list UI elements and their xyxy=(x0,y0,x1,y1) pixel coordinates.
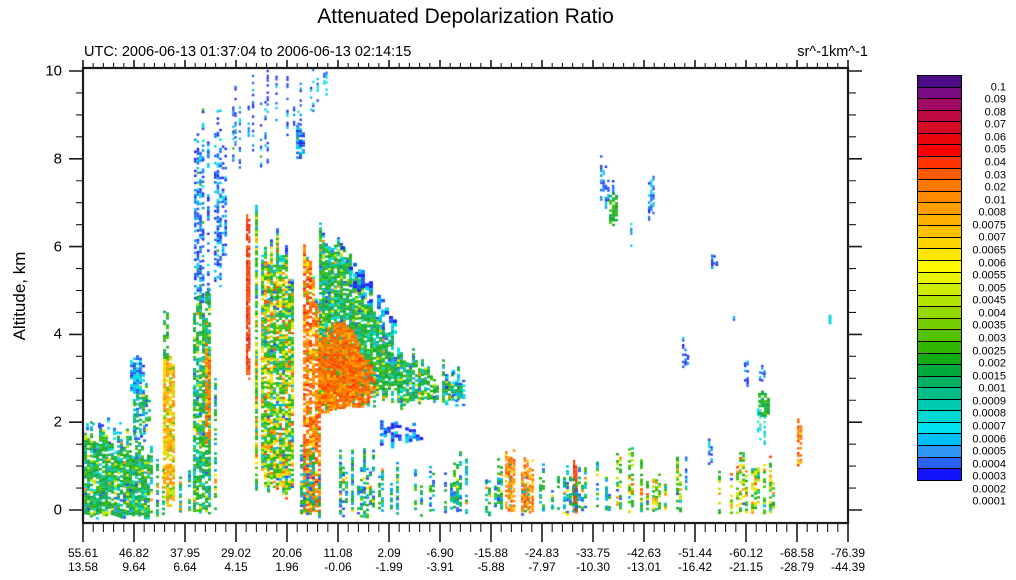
colorbar-label: 0.09 xyxy=(984,93,1006,106)
x-tick-lat: 29.02 xyxy=(220,546,252,560)
x-tick-lat: -15.88 xyxy=(473,546,509,560)
colorbar-label: 0.005 xyxy=(978,282,1006,295)
x-tick-lat: 2.09 xyxy=(377,546,401,560)
x-tick-label: -76.39 -44.39 xyxy=(830,546,866,574)
x-tick-label: -68.58 -28.79 xyxy=(779,546,815,574)
colorbar-label: 0.02 xyxy=(984,181,1006,194)
colorbar-label: 0.001 xyxy=(978,382,1006,395)
y-tick-label: 6 xyxy=(53,238,62,256)
colorbar-label: 0.0075 xyxy=(972,219,1006,232)
colorbar-label: 0.008 xyxy=(978,206,1006,219)
colorbar-label: 0.08 xyxy=(984,106,1006,119)
x-tick-label: -51.44 -16.42 xyxy=(677,546,713,574)
x-tick-lat: -24.83 xyxy=(524,546,560,560)
x-tick-lon: -7.97 xyxy=(528,559,556,574)
colorbar-label: 0.0035 xyxy=(972,319,1006,332)
colorbar-label: 0.0065 xyxy=(972,244,1006,257)
colorbar-label: 0.0025 xyxy=(972,345,1006,358)
colorbar-label: 0.002 xyxy=(978,357,1006,370)
x-tick-lon: -28.79 xyxy=(779,559,815,574)
x-tick-lat: -51.44 xyxy=(677,546,713,560)
colorbar-label: 0.04 xyxy=(984,156,1006,169)
colorbar-label: 0.0055 xyxy=(972,269,1006,282)
chart-title: Attenuated Depolarization Ratio xyxy=(317,5,614,28)
x-tick-lon: -0.06 xyxy=(324,559,352,574)
colorbar-label: 0.05 xyxy=(984,143,1006,156)
colorbar-label: 0.0008 xyxy=(972,407,1006,420)
colorbar-label: 0.1 xyxy=(990,81,1006,94)
y-tick-label: 0 xyxy=(53,501,62,519)
x-tick-label: 37.95 6.64 xyxy=(169,546,201,574)
x-tick-lat: 37.95 xyxy=(169,546,201,560)
x-tick-lon: -3.91 xyxy=(426,559,454,574)
x-tick-lat: 55.61 xyxy=(67,546,99,560)
x-tick-label: 29.02 4.15 xyxy=(220,546,252,574)
x-tick-label: 11.08 -0.06 xyxy=(323,546,353,574)
x-tick-lon: 1.96 xyxy=(275,559,299,574)
plot-canvas xyxy=(83,68,848,523)
colorbar-label: 0.0001 xyxy=(972,495,1006,508)
colorbar-label: 0.0015 xyxy=(972,370,1006,383)
x-tick-lon: 9.64 xyxy=(122,559,146,574)
colorbar-label: 0.003 xyxy=(978,332,1006,345)
x-tick-label: -24.83 -7.97 xyxy=(524,546,560,574)
subtitle-row: UTC: 2006-06-13 01:37:04 to 2006-06-13 0… xyxy=(84,44,868,60)
x-tick-lon: -13.01 xyxy=(626,559,662,574)
y-tick-label: 8 xyxy=(53,150,62,168)
colorbar-label: 0.0009 xyxy=(972,395,1006,408)
x-tick-label: 46.82 9.64 xyxy=(118,546,150,574)
x-tick-lat: -6.90 xyxy=(426,546,454,560)
colorbar xyxy=(917,75,962,481)
x-tick-lon: -10.30 xyxy=(575,559,611,574)
time-range-label: UTC: 2006-06-13 01:37:04 to 2006-06-13 0… xyxy=(84,44,412,60)
x-tick-label: 2.09 -1.99 xyxy=(375,546,403,574)
x-tick-lon: -21.15 xyxy=(728,559,764,574)
colorbar-label: 0.0006 xyxy=(972,433,1006,446)
colorbar-label: 0.06 xyxy=(984,131,1006,144)
x-tick-lon: 4.15 xyxy=(224,559,248,574)
x-tick-lon: -16.42 xyxy=(677,559,713,574)
colorbar-label: 0.004 xyxy=(978,307,1006,320)
colorbar-label: 0.0007 xyxy=(972,420,1006,433)
colorbar-label: 0.0004 xyxy=(972,458,1006,471)
x-tick-label: -60.12 -21.15 xyxy=(728,546,764,574)
x-tick-label: 55.61 13.58 xyxy=(67,546,99,574)
x-tick-lon: 6.64 xyxy=(173,559,197,574)
x-tick-lat: -33.75 xyxy=(575,546,611,560)
x-tick-lat: -60.12 xyxy=(728,546,764,560)
units-label: sr^-1km^-1 xyxy=(797,44,868,60)
colorbar-label: 0.03 xyxy=(984,169,1006,182)
colorbar-label: 0.0003 xyxy=(972,470,1006,483)
x-tick-label: -33.75 -10.30 xyxy=(575,546,611,574)
x-tick-lon: 13.58 xyxy=(67,559,99,574)
colorbar-label: 0.01 xyxy=(984,194,1006,207)
x-tick-lat: 11.08 xyxy=(323,546,353,560)
y-tick-label: 10 xyxy=(45,62,62,80)
colorbar-label: 0.007 xyxy=(978,231,1006,244)
x-tick-label: -6.90 -3.91 xyxy=(426,546,454,574)
x-tick-lat: -76.39 xyxy=(830,546,866,560)
x-tick-label: -15.88 -5.88 xyxy=(473,546,509,574)
y-tick-label: 4 xyxy=(53,325,62,343)
colorbar-label: 0.07 xyxy=(984,118,1006,131)
x-tick-lon: -1.99 xyxy=(375,559,403,574)
y-tick-label: 2 xyxy=(53,413,62,431)
x-tick-lat: -42.63 xyxy=(626,546,662,560)
x-tick-lon: -44.39 xyxy=(830,559,866,574)
x-tick-lat: -68.58 xyxy=(779,546,815,560)
x-tick-label: -42.63 -13.01 xyxy=(626,546,662,574)
x-tick-lat: 20.06 xyxy=(271,546,303,560)
colorbar-label: 0.0005 xyxy=(972,445,1006,458)
x-tick-lat: 46.82 xyxy=(118,546,150,560)
colorbar-label: 0.006 xyxy=(978,257,1006,270)
x-tick-label: 20.06 1.96 xyxy=(271,546,303,574)
colorbar-label: 0.0002 xyxy=(972,483,1006,496)
colorbar-label: 0.0045 xyxy=(972,294,1006,307)
x-tick-lon: -5.88 xyxy=(477,559,505,574)
colorbar-cell xyxy=(917,468,962,481)
